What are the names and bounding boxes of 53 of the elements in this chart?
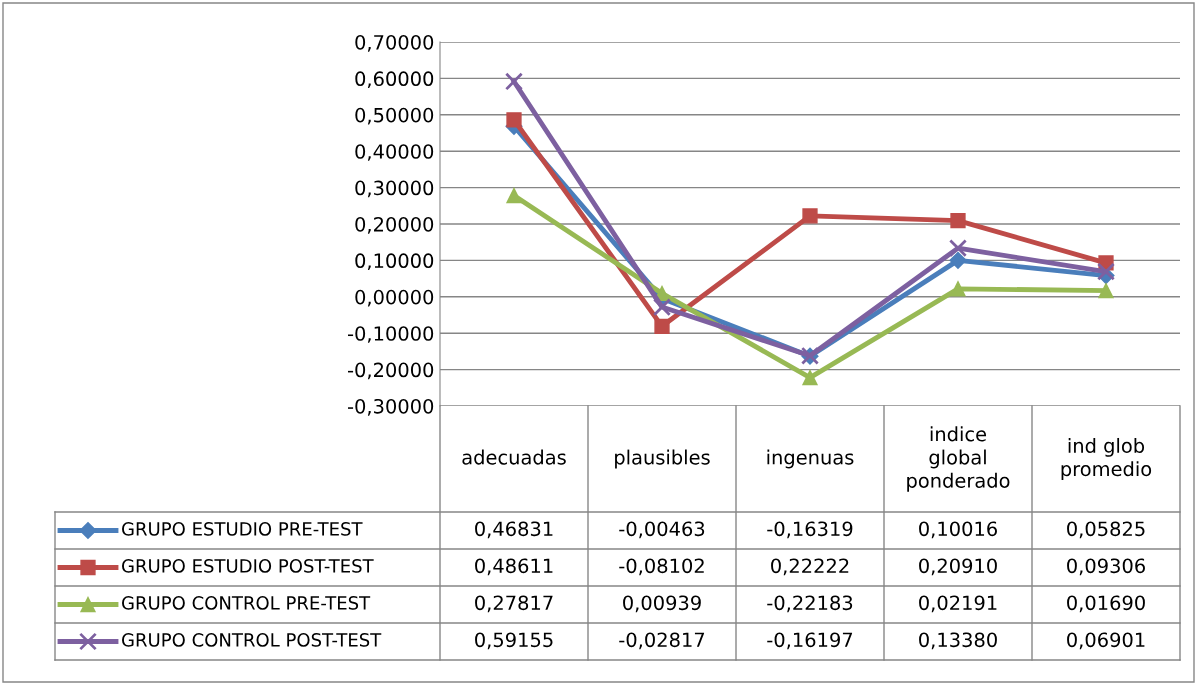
y-tick-label: 0,70000 [355, 34, 434, 52]
y-tick-label: -0,10000 [347, 326, 434, 343]
point [1098, 283, 1114, 299]
y-tick-label: 0,10000 [355, 253, 434, 271]
data-label: 0,00939 [623, 595, 701, 613]
data-label: 0,02191 [919, 595, 997, 613]
point [506, 112, 522, 128]
point [950, 281, 966, 297]
data-label: 0,46831 [475, 521, 553, 539]
x-tick-label: ingenuas [767, 449, 854, 469]
point [802, 208, 818, 224]
point [652, 298, 672, 317]
y-tick-label: 0,40000 [355, 144, 434, 161]
point [1096, 262, 1116, 281]
data-label: -0,16197 [767, 632, 853, 650]
point [802, 369, 818, 386]
x-tick-label: ind glob promedio [1061, 437, 1152, 481]
point [504, 72, 524, 91]
legend-label: GRUPO ESTUDIO POST-TEST [122, 559, 374, 573]
data-label: -0,02817 [619, 632, 705, 650]
y-tick-label: 0,30000 [355, 180, 434, 198]
data-label: -0,16319 [767, 521, 853, 539]
data-label: 0,59155 [475, 632, 553, 650]
x-tick-label: indice global ponderado [907, 426, 1010, 492]
y-tick-label: -0,30000 [347, 398, 434, 416]
y-tick-label: -0,20000 [347, 362, 434, 380]
point [654, 318, 670, 334]
point [506, 187, 522, 204]
y-tick-label: 0,00000 [355, 289, 434, 307]
legend-label: GRUPO CONTROL POST-TEST [122, 633, 382, 647]
data-label: 0,13380 [919, 632, 997, 650]
x-tick-label: adecuadas [462, 449, 566, 465]
y-tick-label: 0,50000 [355, 107, 434, 125]
y-tick-label: 0,20000 [355, 216, 434, 234]
legend-label: GRUPO ESTUDIO PRE-TEST [122, 522, 363, 536]
x-tick-label: plausibles [615, 449, 710, 469]
point [949, 251, 967, 269]
data-label: 0,27817 [475, 595, 553, 613]
data-label: 0,05825 [1067, 521, 1145, 539]
data-label: 0,48611 [475, 558, 553, 576]
point [950, 213, 966, 229]
data-label: 0,22222 [771, 558, 849, 576]
data-label: 0,20910 [919, 558, 997, 576]
data-label: -0,00463 [619, 521, 705, 539]
data-label: 0,09306 [1067, 558, 1145, 576]
data-label: 0,06901 [1067, 632, 1145, 650]
data-label: -0,08102 [619, 558, 704, 576]
data-label: 0,10016 [919, 521, 997, 539]
data-label: -0,22183 [767, 595, 853, 613]
y-tick-label: 0,60000 [355, 71, 434, 89]
point [948, 239, 968, 258]
data-label: 0,01690 [1067, 595, 1145, 613]
legend-label: GRUPO CONTROL PRE-TEST [122, 596, 371, 610]
